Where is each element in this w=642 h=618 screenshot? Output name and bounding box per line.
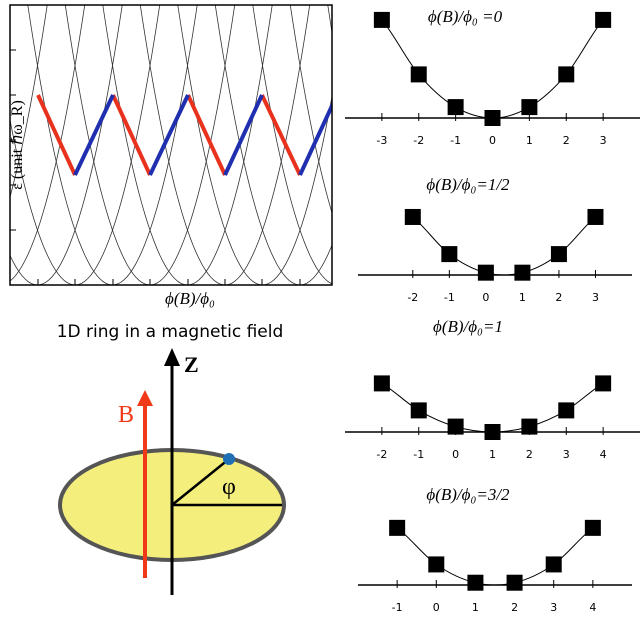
energy-level	[514, 265, 530, 281]
dispersion-curve	[397, 528, 593, 585]
energy-level	[507, 575, 523, 591]
energy-parabola	[0, 0, 343, 285]
energy-parabola	[0, 0, 343, 285]
x-tick-label: 3	[563, 448, 570, 461]
x-tick-label: 2	[511, 601, 518, 614]
panel: ϕ(B)/ϕ₀ =0 -3 -2 -1 0 1 2 3	[345, 7, 640, 147]
x-tick-label: 2	[563, 134, 570, 147]
panel-title: ϕ(B)/ϕ₀ =0	[428, 7, 503, 26]
x-tick-label: -1	[450, 134, 461, 147]
energy-level	[411, 66, 427, 82]
energy-level	[551, 246, 567, 262]
energy-parabola	[0, 0, 343, 285]
energy-parabola	[0, 0, 343, 285]
b-arrowhead	[137, 390, 153, 406]
energy-parabola	[0, 0, 343, 285]
energy-level	[485, 110, 501, 126]
energy-parabola	[0, 0, 343, 285]
energy-level	[374, 12, 390, 28]
panel-title: ϕ(B)/ϕ₀=1	[433, 317, 503, 336]
energy-level	[485, 424, 501, 440]
energy-level	[521, 419, 537, 435]
energy-level	[587, 209, 603, 225]
panel: ϕ(B)/ϕ₀=1 -2 -1 0 1 2 3 4	[345, 317, 640, 461]
x-tick-label: 0	[482, 291, 489, 304]
x-tick-label: 0	[433, 601, 440, 614]
x-tick-label: 0	[452, 448, 459, 461]
x-tick-label: 2	[526, 448, 533, 461]
energy-parabola	[0, 0, 343, 285]
energy-level	[405, 209, 421, 225]
x-tick-label: 0	[489, 134, 496, 147]
energy-level	[521, 99, 537, 115]
energy-level	[558, 66, 574, 82]
energy-level	[467, 575, 483, 591]
x-tick-label: -2	[413, 134, 424, 147]
energy-level	[595, 375, 611, 391]
b-label: B	[118, 402, 134, 428]
panel-title: ϕ(B)/ϕ₀=1/2	[426, 175, 510, 194]
figure: ε (unit ℏω_R) ϕ(B)/ϕ₀ 1D ring in a magne…	[0, 0, 642, 618]
x-tick-label: 3	[600, 134, 607, 147]
panel: ϕ(B)/ϕ₀=1/2 -2 -1 0 1 2 3	[358, 175, 632, 304]
z-label: Z	[184, 352, 199, 377]
energy-level	[411, 402, 427, 418]
x-tick-label: 1	[519, 291, 526, 304]
energy-level	[546, 556, 562, 572]
x-tick-label: 1	[472, 601, 479, 614]
x-tick-label: -2	[407, 291, 418, 304]
panel: ϕ(B)/ϕ₀=3/2 -1 0 1 2 3 4	[358, 485, 632, 614]
energy-level	[374, 375, 390, 391]
energy-level	[428, 556, 444, 572]
figure-canvas: ε (unit ℏω_R) ϕ(B)/ϕ₀ 1D ring in a magne…	[0, 0, 642, 618]
band-y-label: ε (unit ℏω_R)	[9, 100, 26, 190]
angle-label: φ	[222, 474, 236, 500]
energy-level	[558, 402, 574, 418]
x-tick-label: 4	[589, 601, 596, 614]
x-tick-label: -1	[392, 601, 403, 614]
dispersion-curve	[413, 217, 596, 275]
particle	[223, 453, 235, 465]
band-curves	[0, 0, 343, 285]
energy-level	[478, 265, 494, 281]
energy-level	[441, 246, 457, 262]
ring-title: 1D ring in a magnetic field	[57, 322, 284, 342]
x-tick-label: 3	[592, 291, 599, 304]
x-tick-label: 1	[526, 134, 533, 147]
energy-parabola	[0, 0, 343, 285]
z-arrowhead	[164, 348, 180, 366]
x-tick-label: 4	[600, 448, 607, 461]
x-tick-label: -1	[444, 291, 455, 304]
energy-parabola	[0, 0, 343, 285]
panel-title: ϕ(B)/ϕ₀=3/2	[426, 485, 510, 504]
band-x-label: ϕ(B)/ϕ₀	[165, 289, 215, 308]
energy-level	[389, 520, 405, 536]
energy-level	[448, 99, 464, 115]
energy-level	[585, 520, 601, 536]
energy-level	[448, 419, 464, 435]
energy-level	[595, 12, 611, 28]
x-tick-label: 1	[489, 448, 496, 461]
x-tick-label: -2	[376, 448, 387, 461]
x-tick-label: 2	[555, 291, 562, 304]
x-tick-label: 3	[550, 601, 557, 614]
x-tick-label: -3	[376, 134, 387, 147]
energy-parabola	[0, 0, 343, 285]
x-tick-label: -1	[413, 448, 424, 461]
